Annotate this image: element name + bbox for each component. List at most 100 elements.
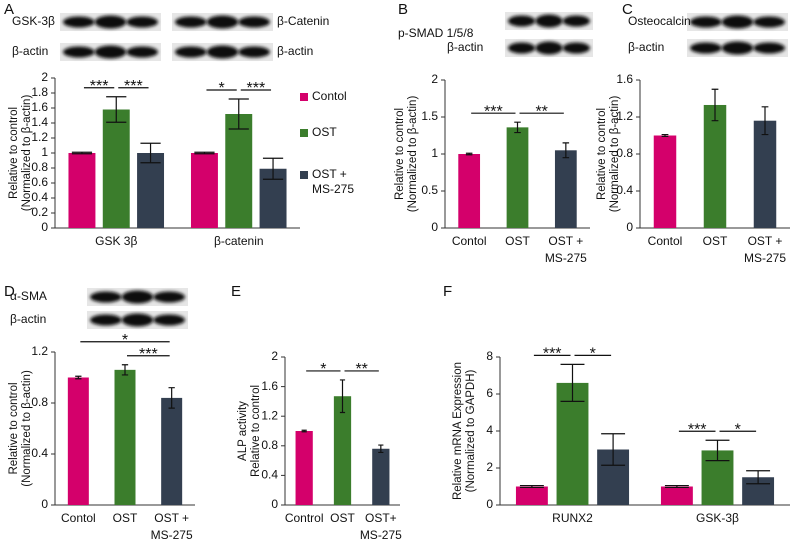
- blot-label: β-actin: [12, 44, 48, 58]
- y-tick-label: 1.2: [31, 344, 48, 358]
- bar: [333, 396, 352, 505]
- error-bar: [378, 444, 384, 454]
- significance-label: ***: [90, 78, 109, 95]
- legend-swatch: [300, 129, 308, 137]
- x-tick-label: OST +: [548, 234, 583, 248]
- y-axis-label-line: Relative to control: [596, 108, 608, 200]
- bar: [515, 486, 548, 505]
- error-bar: [661, 133, 669, 138]
- x-tick-label: OST +: [748, 234, 783, 248]
- y-axis-label: Relative to control (Normalized to β-acti…: [394, 96, 419, 213]
- x-tick-label: MS-275: [545, 251, 587, 265]
- blot-band: [121, 313, 154, 327]
- y-tick-label: 1: [431, 146, 438, 160]
- blot-band: [63, 16, 95, 28]
- y-tick-label: 0: [431, 220, 438, 234]
- panel-label: B: [398, 1, 408, 18]
- y-tick-label: 0.5: [421, 183, 438, 197]
- error-bar: [121, 364, 129, 376]
- significance-label: ***: [139, 346, 158, 363]
- legend-swatch: [300, 93, 308, 101]
- blot-band: [238, 16, 270, 28]
- blot-band: [126, 46, 158, 58]
- bar: [372, 448, 390, 505]
- bar: [114, 369, 136, 505]
- bar: [660, 486, 693, 505]
- blot-label: α-SMA: [10, 289, 47, 303]
- error-bar: [746, 470, 771, 485]
- legend-label: MS-275: [312, 182, 354, 196]
- significance-label: *: [735, 421, 741, 438]
- error-bar: [601, 433, 626, 466]
- y-tick-label: 1: [41, 145, 48, 159]
- y-axis-label-line: (Normalized to β-actin): [21, 95, 33, 212]
- blot-label: β-actin: [628, 40, 664, 54]
- y-tick-label: 8: [486, 349, 493, 363]
- y-tick-label: 6: [486, 386, 493, 400]
- error-bar: [71, 151, 93, 155]
- blot-band: [690, 42, 722, 54]
- blot-band: [690, 16, 722, 28]
- y-tick-label: 2: [431, 72, 438, 86]
- y-tick-label: 0.4: [31, 446, 48, 460]
- panel-label: A: [4, 1, 14, 18]
- y-axis-label: Relative to control (Normalized to β-acti…: [8, 95, 33, 212]
- error-bar: [514, 121, 521, 134]
- y-tick-label: 1.2: [261, 408, 278, 422]
- blot-label: Osteocalcin: [628, 14, 691, 28]
- y-tick-label: 1.6: [31, 100, 48, 114]
- error-bar: [562, 142, 570, 159]
- y-tick-label: 2: [41, 70, 48, 84]
- x-tick-label: OST: [703, 234, 728, 248]
- y-tick-label: 1.8: [31, 85, 48, 99]
- x-tick-label: GSK-3β: [696, 511, 739, 525]
- blot-band: [562, 42, 590, 54]
- bar: [458, 154, 481, 228]
- error-bar: [262, 157, 284, 180]
- error-bar: [75, 375, 82, 380]
- blot-band: [121, 290, 154, 304]
- y-tick-label: 0.8: [31, 160, 48, 174]
- y-axis-label-line: Relative to control: [8, 107, 20, 199]
- y-axis-label-line: Relative to control: [8, 382, 20, 474]
- y-axis-label: Relative mRNA Expression (Normalized to G…: [452, 362, 477, 500]
- x-tick-label: MS-275: [744, 251, 786, 265]
- y-axis-label-line: (Normalized to β-actin): [407, 96, 419, 213]
- blot-label: β-Catenin: [277, 14, 329, 28]
- bar: [506, 127, 529, 228]
- blot-band: [238, 46, 270, 58]
- legend-label: Contol: [312, 89, 347, 103]
- bar: [67, 377, 89, 505]
- error-bar: [465, 152, 473, 156]
- blot-band: [63, 46, 95, 58]
- blot-band: [153, 291, 186, 303]
- bar: [653, 135, 677, 228]
- y-axis-label: ALP activity Relative to control: [237, 385, 262, 477]
- error-bar: [228, 98, 249, 130]
- y-tick-label: 0.4: [616, 183, 633, 197]
- significance-label: *: [218, 80, 224, 97]
- bar: [554, 150, 577, 228]
- error-bar: [106, 96, 127, 123]
- error-bar: [301, 429, 307, 433]
- y-tick-label: 1.4: [31, 115, 48, 129]
- significance-label: *: [122, 332, 128, 349]
- bar: [190, 153, 218, 228]
- y-tick-label: 0.4: [261, 468, 278, 482]
- error-bar: [339, 379, 346, 414]
- y-tick-label: 0.8: [31, 395, 48, 409]
- significance-label: **: [355, 361, 367, 378]
- error-bar: [519, 484, 544, 489]
- y-tick-label: 0.4: [31, 190, 48, 204]
- blot-label: β-actin: [10, 312, 46, 326]
- y-tick-label: 0.8: [261, 438, 278, 452]
- blot-band: [562, 15, 590, 27]
- x-tick-label: OST+: [365, 511, 397, 525]
- significance-label: **: [535, 103, 547, 120]
- y-axis-label: Relative to control (Normalized to β-acti…: [8, 370, 33, 487]
- y-axis-label-line: (Normalized to GAPDH): [465, 369, 477, 492]
- blot-band: [535, 41, 563, 55]
- blot-band: [90, 291, 122, 303]
- y-tick-label: 2: [271, 349, 278, 363]
- blot-band: [175, 46, 207, 58]
